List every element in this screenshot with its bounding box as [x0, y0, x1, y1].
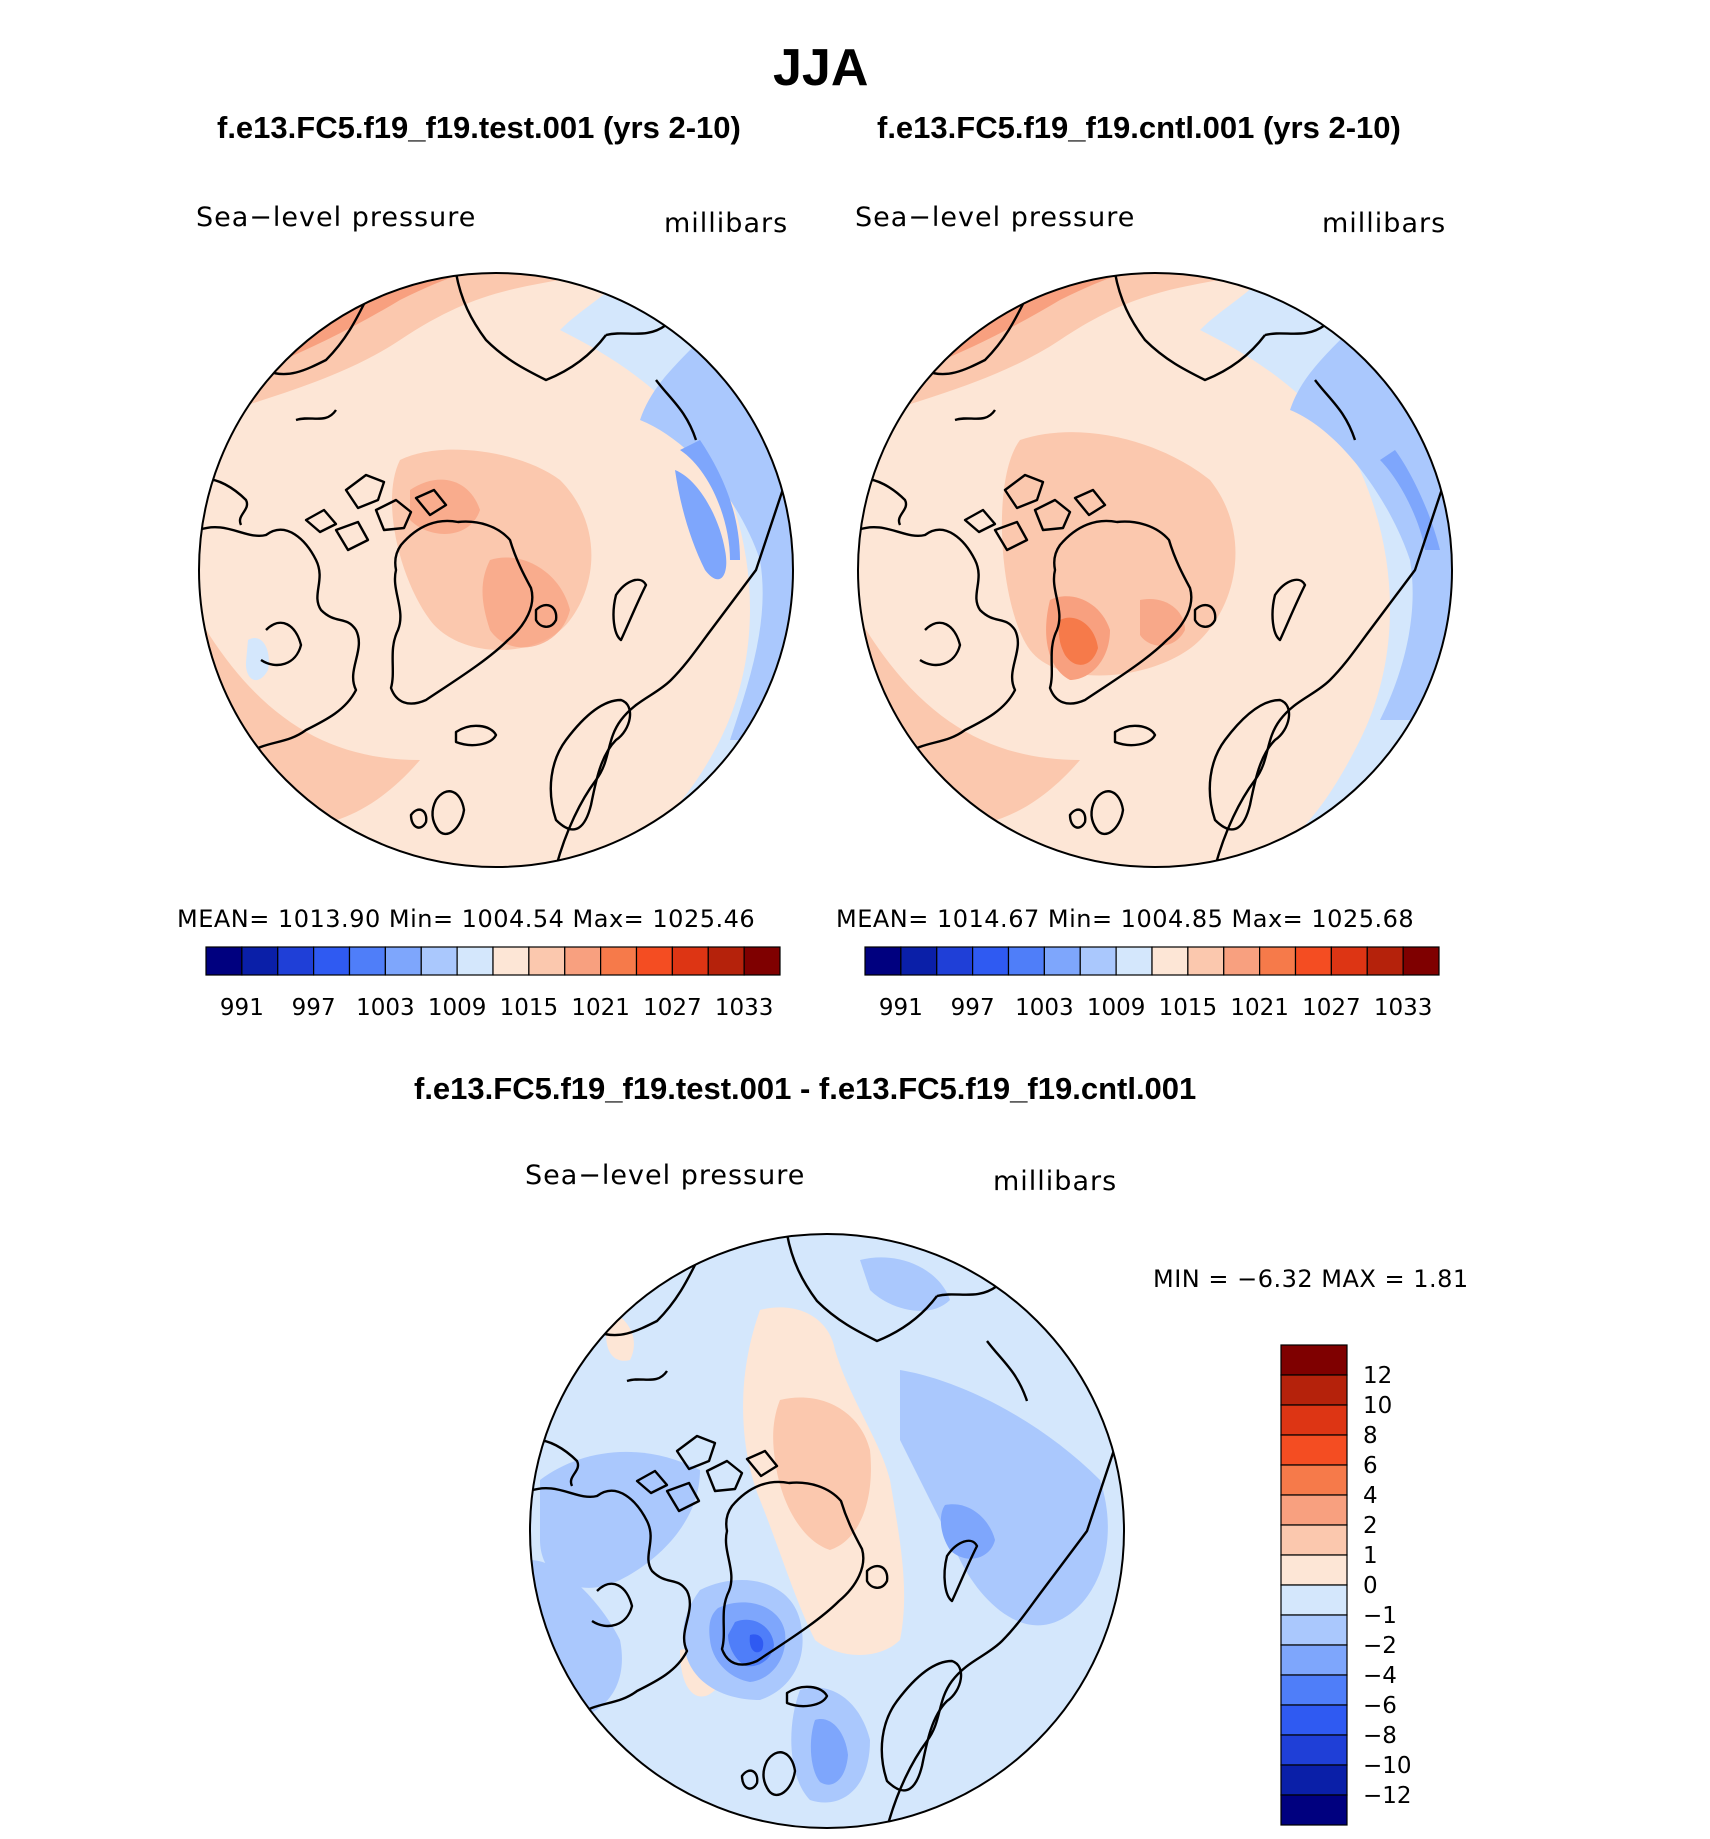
panel3-colorbar-swatch-0	[1280, 1344, 1348, 1376]
panel3-colorbar-swatch-14	[1280, 1764, 1348, 1796]
page-title: JJA	[773, 39, 869, 97]
panel2-colorbar-swatch-0	[864, 946, 902, 976]
panel3-colorbar-swatch-15	[1280, 1794, 1348, 1826]
panel2-colorbar-swatch-4	[1007, 946, 1045, 976]
panel3-case-title: f.e13.FC5.f19_f19.test.001 - f.e13.FC5.f…	[414, 1071, 1197, 1106]
panel3-colorbar-swatch-9	[1280, 1614, 1348, 1646]
panel1-colorbar-swatch-2	[277, 946, 315, 976]
panel2-colorbar-swatch-13	[1330, 946, 1368, 976]
panel3-colorbar-tick-label: 6	[1363, 1453, 1378, 1479]
panel2-colorbar-swatch-5	[1043, 946, 1081, 976]
panel1-colorbar-swatch-9	[528, 946, 566, 976]
panel2-colorbar: 991 997 1003 1009 1015 1021 1027 1033	[864, 946, 1440, 1021]
panel2-colorbar-tick-label: 1009	[1087, 995, 1146, 1021]
panel3-colorbar-swatch-6	[1280, 1524, 1348, 1556]
panel3-colorbar-tick-label: 1	[1363, 1543, 1378, 1569]
panel3-colorbar-swatch-1	[1280, 1374, 1348, 1406]
panel1-colorbar-tick-label: 1027	[643, 995, 702, 1021]
panel2-colorbar-tick-label: 991	[879, 995, 923, 1021]
panel3-colorbar-swatch-11	[1280, 1674, 1348, 1706]
panel2-colorbar-swatch-11	[1259, 946, 1297, 976]
panel2-colorbar-swatch-14	[1366, 946, 1404, 976]
panel1-colorbar-swatch-3	[313, 946, 351, 976]
panel1-colorbar-swatch-13	[671, 946, 709, 976]
panel1-colorbar-swatch-1	[241, 946, 279, 976]
panel3-colorbar-tick-label: 12	[1363, 1363, 1392, 1389]
panel2-map	[858, 273, 1452, 867]
panel3-colorbar-swatch-8	[1280, 1584, 1348, 1616]
panel1-colorbar-swatch-6	[420, 946, 458, 976]
panel3-stats: MIN = −6.32 MAX = 1.81	[1153, 1265, 1469, 1293]
panel2-units: millibars	[1322, 208, 1447, 239]
panel1-colorbar-swatch-5	[384, 946, 422, 976]
panel3-colorbar-tick-label: −2	[1363, 1633, 1397, 1659]
panel3-map	[530, 1234, 1124, 1828]
panel3-colorbar-swatch-13	[1280, 1734, 1348, 1766]
panel3-colorbar-tick-label: −10	[1363, 1753, 1412, 1779]
panel3-colorbar-swatch-4	[1280, 1464, 1348, 1496]
panel3-colorbar-tick-label: 8	[1363, 1423, 1378, 1449]
panel3-colorbar-swatch-2	[1280, 1404, 1348, 1436]
panel1-colorbar-tick-label: 1003	[356, 995, 415, 1021]
panel2-colorbar-swatch-1	[900, 946, 938, 976]
panel2-colorbar-tick-label: 1021	[1230, 995, 1289, 1021]
panel3-colorbar-swatch-3	[1280, 1434, 1348, 1466]
panel3-colorbar-tick-label: −1	[1363, 1603, 1397, 1629]
panel2-colorbar-swatch-12	[1294, 946, 1332, 976]
panel1-colorbar-tick-label: 1009	[428, 995, 487, 1021]
panel2-colorbar-tick-label: 1003	[1015, 995, 1074, 1021]
panel1-colorbar-tick-label: 1033	[715, 995, 774, 1021]
panel2-colorbar-tick-label: 997	[951, 995, 995, 1021]
panel1-colorbar-tick-label: 1021	[571, 995, 630, 1021]
panel1-colorbar-swatch-4	[348, 946, 386, 976]
panel1-variable: Sea−level pressure	[196, 202, 477, 233]
panel3-colorbar-swatch-5	[1280, 1494, 1348, 1526]
panel2-colorbar-tick-label: 1033	[1374, 995, 1433, 1021]
panel1-units: millibars	[664, 208, 789, 239]
panel1-colorbar-swatch-12	[635, 946, 673, 976]
panel2-colorbar-swatch-7	[1115, 946, 1153, 976]
panel2-colorbar-swatch-10	[1223, 946, 1261, 976]
panel3-colorbar-swatch-12	[1280, 1704, 1348, 1736]
panel2-colorbar-swatch-2	[936, 946, 974, 976]
panel1-colorbar-swatch-10	[564, 946, 602, 976]
panel1-colorbar-swatch-14	[707, 946, 745, 976]
panel3-colorbar-swatch-10	[1280, 1644, 1348, 1676]
panel2-colorbar-swatch-15	[1402, 946, 1440, 976]
panel2-stats: MEAN= 1014.67 Min= 1004.85 Max= 1025.68	[836, 905, 1415, 933]
panel3-colorbar-tick-label: 0	[1363, 1573, 1378, 1599]
panel1-colorbar: 991 997 1003 1009 1015 1021 1027 1033	[205, 946, 781, 1021]
panel3-colorbar-tick-label: −12	[1363, 1783, 1412, 1809]
panel1-colorbar-swatch-15	[743, 946, 781, 976]
panel2-colorbar-tick-label: 1015	[1159, 995, 1218, 1021]
panel3-colorbar-tick-label: 2	[1363, 1513, 1378, 1539]
panel3-variable: Sea−level pressure	[525, 1160, 806, 1191]
panel3-colorbar-tick-label: −6	[1363, 1693, 1397, 1719]
panel1-colorbar-swatch-8	[492, 946, 530, 976]
panel2-colorbar-swatch-6	[1079, 946, 1117, 976]
panel1-map	[199, 273, 793, 867]
panel2-colorbar-swatch-8	[1151, 946, 1189, 976]
panel2-case-title: f.e13.FC5.f19_f19.cntl.001 (yrs 2-10)	[877, 110, 1401, 145]
panel1-colorbar-tick-label: 997	[292, 995, 336, 1021]
panel2-colorbar-swatch-9	[1187, 946, 1225, 976]
panel3-colorbar-tick-label: 10	[1363, 1393, 1392, 1419]
panel1-colorbar-swatch-0	[205, 946, 243, 976]
panel1-colorbar-tick-label: 1015	[500, 995, 559, 1021]
panel1-case-title: f.e13.FC5.f19_f19.test.001 (yrs 2-10)	[217, 110, 741, 145]
panel3-units: millibars	[993, 1166, 1118, 1197]
panel3-colorbar-tick-label: 4	[1363, 1483, 1378, 1509]
panel1-colorbar-swatch-7	[456, 946, 494, 976]
panel3-colorbar-swatch-7	[1280, 1554, 1348, 1586]
panel1-colorbar-tick-label: 991	[220, 995, 264, 1021]
panel2-variable: Sea−level pressure	[855, 202, 1136, 233]
panel1-colorbar-swatch-11	[600, 946, 638, 976]
panel2-colorbar-tick-label: 1027	[1302, 995, 1361, 1021]
panel3-colorbar-tick-label: −8	[1363, 1723, 1397, 1749]
panel3-colorbar-tick-label: −4	[1363, 1663, 1397, 1689]
panel2-colorbar-swatch-3	[972, 946, 1010, 976]
panel1-stats: MEAN= 1013.90 Min= 1004.54 Max= 1025.46	[177, 905, 756, 933]
